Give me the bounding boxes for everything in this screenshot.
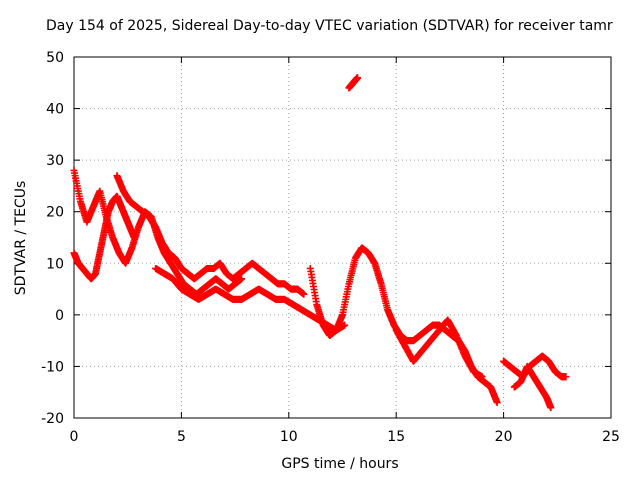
y-tick-label: 0 [55, 308, 64, 324]
data-point-marker [493, 399, 501, 407]
y-tick-label: 40 [46, 102, 64, 118]
axis-ticks: 0 5 10 15 20 25 -20 -10 0 10 20 30 40 50 [41, 50, 620, 445]
y-tick-label: 30 [46, 153, 64, 169]
y-tick-label: -20 [41, 411, 64, 427]
data-points [70, 74, 570, 412]
x-axis-label: GPS time / hours [281, 456, 399, 472]
x-tick-label: 5 [177, 429, 186, 445]
x-tick-label: 15 [387, 429, 405, 445]
y-tick-label: 20 [46, 205, 64, 221]
x-tick-label: 10 [280, 429, 298, 445]
y-axis-label: SDTVAR / TECUs [13, 180, 29, 296]
y-tick-label: 10 [46, 256, 64, 272]
data-point-marker [238, 275, 246, 283]
chart-title: Day 154 of 2025, Sidereal Day-to-day VTE… [46, 18, 613, 34]
y-tick-label: 50 [46, 50, 64, 66]
x-tick-label: 0 [70, 429, 79, 445]
y-tick-label: -10 [41, 359, 64, 375]
data-point-marker [130, 234, 138, 241]
x-tick-label: 20 [495, 429, 513, 445]
data-point-marker [478, 373, 486, 381]
data-point-marker [300, 290, 308, 298]
data-point-marker [341, 321, 349, 329]
x-tick-label: 25 [602, 429, 620, 445]
plot-frame [73, 56, 612, 419]
data-point-marker [354, 74, 362, 82]
data-point-marker [562, 373, 570, 381]
data-point-marker [547, 404, 555, 412]
